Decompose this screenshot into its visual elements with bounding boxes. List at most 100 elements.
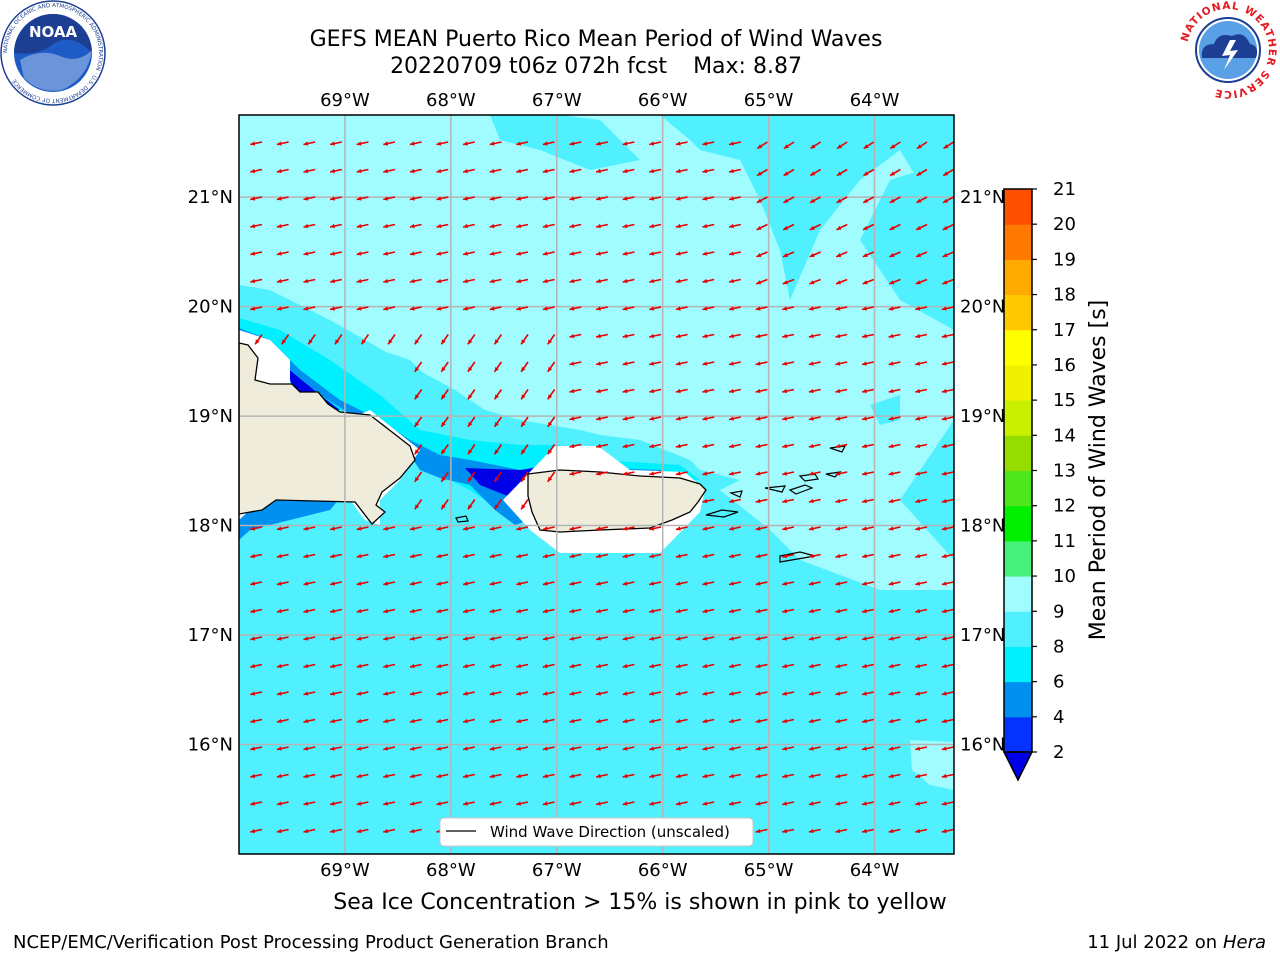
wind-wave-arrow [941,746,954,751]
wind-wave-arrow [755,443,768,449]
wind-wave-arrow [835,553,848,559]
wind-wave-arrow [622,773,635,779]
wind-wave-arrow [436,223,449,229]
lon-tick-label-top: 68°W [426,90,476,111]
wind-wave-arrow [755,746,768,751]
wind-wave-arrow [755,526,768,531]
wind-wave-arrow [702,636,715,641]
wind-wave-arrow [250,306,263,311]
wind-wave-arrow [462,553,475,559]
wind-wave-arrow [941,416,954,421]
colorbar-tick-label: 6 [1053,672,1064,693]
wind-wave-arrow [649,718,662,724]
wind-wave-arrow [356,141,369,146]
wind-wave-arrow [329,773,342,779]
wind-wave-arrow [493,334,503,345]
wind-wave-arrow [728,608,741,614]
wind-wave-arrow [276,141,289,146]
wind-wave-arrow [835,663,848,669]
wind-wave-arrow [755,306,768,311]
wind-wave-arrow [356,718,369,724]
wind-wave-arrow [303,718,316,724]
colorbar-segment [1004,505,1032,542]
wind-wave-arrow [782,388,795,394]
wind-wave-arrow [915,278,928,285]
wind-wave-arrow [728,361,741,366]
wind-wave-arrow [915,636,928,641]
wind-wave-arrow [675,251,688,256]
wind-wave-arrow [808,663,821,669]
wind-wave-arrow [809,278,821,285]
wind-wave-arrow [675,526,688,531]
colorbar-segment [1004,576,1032,612]
wind-wave-arrow [702,663,715,669]
wind-wave-arrow [329,608,342,614]
wind-wave-arrow [835,443,848,449]
footer-machine: Hera [1222,932,1266,953]
wind-wave-arrow [489,196,502,201]
wind-wave-arrow [675,718,688,724]
wind-wave-arrow [782,636,795,641]
wind-wave-arrow [436,773,449,779]
wind-wave-arrow [755,333,768,339]
wind-wave-arrow [888,388,901,394]
wind-wave-arrow [250,663,263,669]
wind-wave-arrow [649,416,662,421]
wind-wave-arrow [702,718,715,724]
lat-tick-label-left: 21°N [188,187,233,208]
wind-wave-arrow [728,471,741,476]
wind-wave-arrow [356,251,369,256]
island-st-thomas [764,485,787,493]
wind-wave-arrow [409,663,422,669]
wind-wave-arrow [808,636,821,641]
wind-wave-arrow [622,223,635,229]
wind-wave-arrow [702,526,715,531]
wind-wave-arrow [675,443,688,449]
wind-wave-arrow [808,361,821,366]
wind-wave-arrow [675,608,688,614]
wind-wave-arrow [941,388,954,394]
wind-wave-arrow [835,581,848,586]
wind-wave-arrow [863,141,875,150]
wind-wave-arrow [675,388,688,394]
wind-wave-arrow [675,773,688,779]
wind-wave-arrow [728,196,741,201]
wind-wave-arrow [516,141,529,146]
wind-wave-arrow [356,773,369,779]
wind-wave-arrow [728,141,741,146]
wind-wave-arrow [356,691,369,696]
wind-wave-arrow [675,168,688,174]
wind-wave-arrow [835,416,848,421]
wind-wave-arrow [250,718,263,724]
wind-wave-arrow [409,196,422,201]
wind-wave-arrow [808,471,821,476]
wind-wave-arrow [542,718,555,724]
wind-wave-arrow [409,773,422,779]
wind-wave-arrow [383,608,396,614]
wind-wave-arrow [516,223,529,229]
wind-wave-arrow [782,278,795,285]
wind-wave-arrow [622,608,635,614]
wind-wave-arrow [861,828,874,834]
wind-wave-arrow [755,498,768,504]
wind-wave-arrow [649,773,662,779]
wind-wave-arrow [728,801,741,806]
lat-tick-label-right: 21°N [960,187,1005,208]
wind-wave-arrow [941,498,954,504]
wind-wave-arrow [622,333,635,339]
wind-wave-arrow [493,444,503,455]
wind-wave-arrow [542,223,555,229]
wind-wave-arrow [414,361,423,373]
lon-tick-label-top: 66°W [638,90,688,111]
island-vieques [705,509,739,518]
wind-wave-arrow [547,389,556,400]
wind-wave-arrow [863,168,875,177]
wind-wave-arrow [728,306,741,311]
wind-wave-arrow [835,361,848,366]
wind-wave-arrow [542,526,555,531]
wind-wave-arrow [888,608,901,614]
wind-wave-arrow [622,361,635,366]
wind-wave-arrow [622,388,635,394]
sea-ice-note-text: Sea Ice Concentration > 15% is shown in … [333,890,947,915]
wind-wave-arrow [782,608,795,614]
